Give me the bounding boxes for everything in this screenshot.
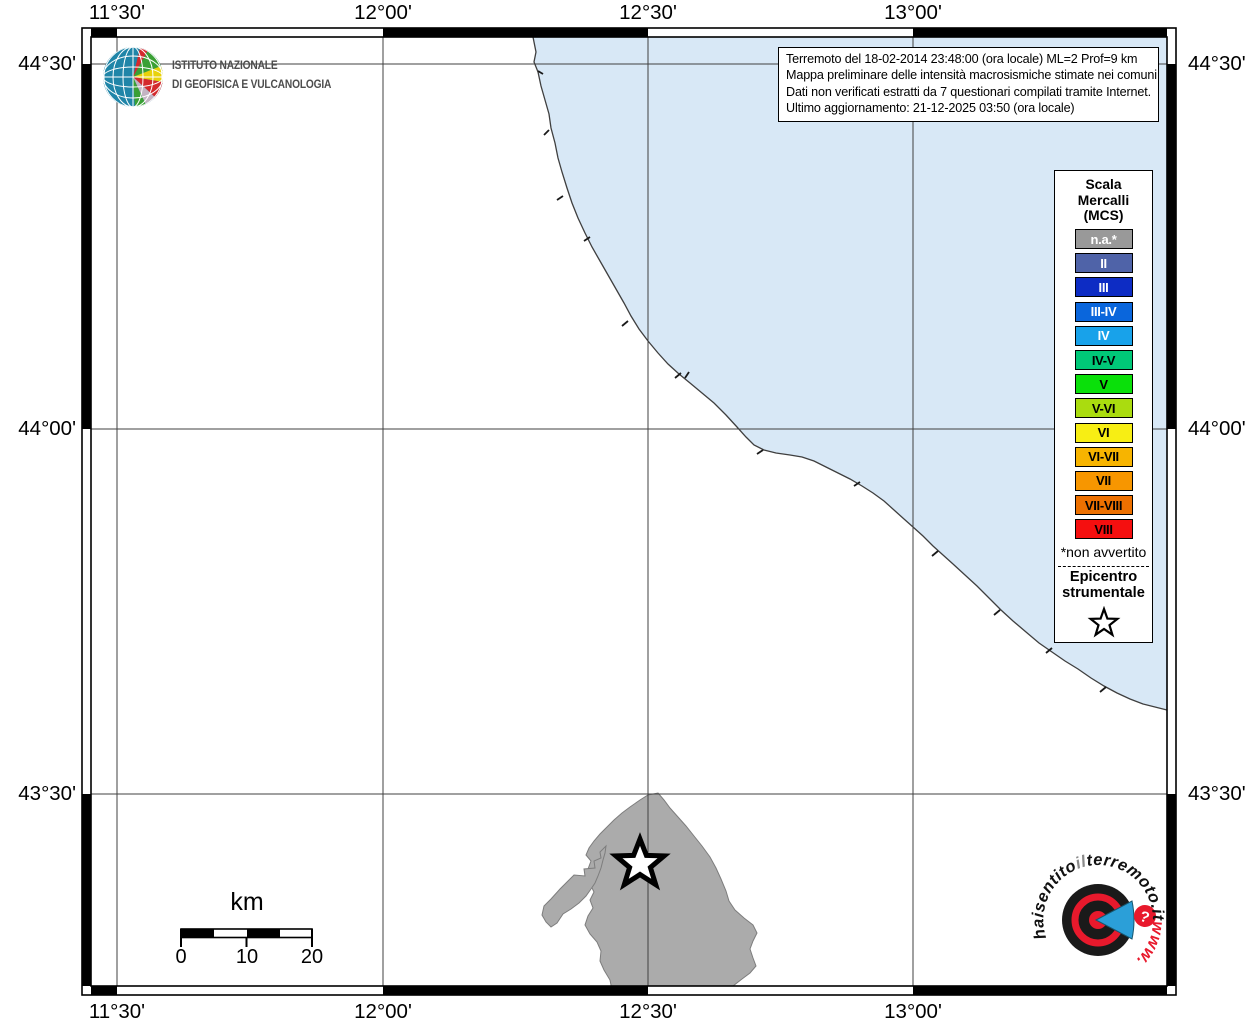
ingv-logo-line1: ISTITUTO NAZIONALE bbox=[172, 59, 278, 72]
legend-item-IV: IV bbox=[1055, 324, 1152, 348]
comune-polygon-west bbox=[541, 844, 607, 928]
legend-item-n.a.*: n.a.* bbox=[1055, 227, 1152, 251]
legend-swatch-VII: VII bbox=[1074, 470, 1133, 491]
legend-item-VIII: VIII bbox=[1055, 517, 1152, 541]
question-badge bbox=[1134, 905, 1156, 927]
comune-polygon-main bbox=[584, 792, 758, 986]
legend-swatch-VII-VIII: VII-VIII bbox=[1074, 495, 1133, 516]
haisentito-logo: ? haisentitoilterremoto.it www. bbox=[1029, 851, 1167, 970]
ingv-logo-globe bbox=[103, 47, 163, 107]
legend-swatch-VI-VII: VI-VII bbox=[1074, 446, 1133, 467]
sea-adriatic bbox=[533, 37, 1167, 710]
legend-item-V-VI: V-VI bbox=[1055, 396, 1152, 420]
legend-swatch-III-IV: III-IV bbox=[1074, 301, 1133, 322]
axis-label-right-0: 44°30' bbox=[1188, 52, 1246, 75]
legend-epicenter-label: Epicentro strumentale bbox=[1062, 569, 1145, 601]
legend-item-III: III bbox=[1055, 275, 1152, 299]
legend-swatch-VI: VI bbox=[1074, 422, 1133, 443]
legend-swatch-III: III bbox=[1074, 277, 1133, 298]
legend-swatch-V-VI: V-VI bbox=[1074, 398, 1133, 419]
ingv-logo-line2: DI GEOFISICA E VULCANOLOGIA bbox=[172, 78, 332, 91]
axis-label-bottom-2: 12°30' bbox=[619, 1000, 677, 1023]
info-line-mapdesc: Mappa preliminare delle intensità macros… bbox=[786, 68, 1157, 83]
legend-item-III-IV: III-IV bbox=[1055, 300, 1152, 324]
scale-tick-0: 0 bbox=[175, 946, 187, 968]
legend-item-VI: VI bbox=[1055, 421, 1152, 445]
axis-label-top-1: 12°00' bbox=[354, 1, 412, 24]
coast-promontory-ticks bbox=[537, 70, 1107, 693]
coastline bbox=[532, 37, 1167, 711]
legend-items: n.a.* II III III-IV IV IV-V V V-VI VI VI-VII VII VI… bbox=[1055, 227, 1152, 541]
axis-label-left-1: 44°00' bbox=[18, 417, 76, 440]
legend-item-VII-VIII: VII-VIII bbox=[1055, 493, 1152, 517]
legend-swatch-n.a.*: n.a.* bbox=[1074, 229, 1133, 250]
info-line-update: Ultimo aggiornamento: 21-12-2025 03:50 (… bbox=[786, 101, 1075, 116]
legend-divider bbox=[1058, 566, 1149, 567]
axis-label-top-0: 11°30' bbox=[88, 1, 146, 24]
axis-label-bottom-0: 11°30' bbox=[88, 1000, 146, 1023]
axis-label-top-2: 12°30' bbox=[619, 1, 677, 24]
scale-tick-20: 20 bbox=[300, 946, 324, 968]
scale-bar bbox=[180, 928, 313, 947]
legend-item-V: V bbox=[1055, 372, 1152, 396]
legend-item-VI-VII: VI-VII bbox=[1055, 445, 1152, 469]
legend-star-icon bbox=[1087, 606, 1121, 638]
legend-swatch-V: V bbox=[1074, 374, 1133, 395]
scale-bar-unit: km bbox=[230, 888, 264, 916]
land-epicentral-area bbox=[541, 792, 758, 986]
megaphone-icon bbox=[1094, 900, 1135, 940]
info-line-event: Terremoto del 18-02-2014 23:48:00 (ora l… bbox=[786, 52, 1138, 66]
axis-label-bottom-1: 12°00' bbox=[354, 1000, 412, 1023]
info-line-data: Dati non verificati estratti da 7 questi… bbox=[786, 84, 1151, 99]
axis-label-right-1: 44°00' bbox=[1188, 417, 1246, 440]
axis-label-left-0: 44°30' bbox=[18, 52, 76, 75]
legend-item-IV-V: IV-V bbox=[1055, 348, 1152, 372]
axis-label-right-2: 43°30' bbox=[1188, 782, 1246, 805]
axis-label-bottom-3: 13°00' bbox=[884, 1000, 942, 1023]
map-frame bbox=[81, 27, 1177, 996]
scale-tick-10: 10 bbox=[235, 946, 259, 968]
earthquake-info-box: Terremoto del 18-02-2014 23:48:00 (ora l… bbox=[778, 47, 1159, 122]
legend-swatch-II: II bbox=[1074, 253, 1133, 274]
axis-label-top-3: 13°00' bbox=[884, 1, 942, 24]
epicenter-star bbox=[609, 832, 671, 891]
legend-swatch-IV: IV bbox=[1074, 325, 1133, 346]
legend-swatch-IV-V: IV-V bbox=[1074, 350, 1133, 371]
legend-item-II: II bbox=[1055, 251, 1152, 275]
legend-item-VII: VII bbox=[1055, 469, 1152, 493]
legend-title: Scala Mercalli (MCS) bbox=[1077, 177, 1130, 223]
mercalli-legend: Scala Mercalli (MCS) n.a.* II III III-IV IV I… bbox=[1054, 170, 1153, 643]
legend-footnote: *non avvertito bbox=[1060, 544, 1147, 560]
axis-label-left-2: 43°30' bbox=[18, 782, 76, 805]
legend-swatch-VIII: VIII bbox=[1074, 519, 1133, 540]
